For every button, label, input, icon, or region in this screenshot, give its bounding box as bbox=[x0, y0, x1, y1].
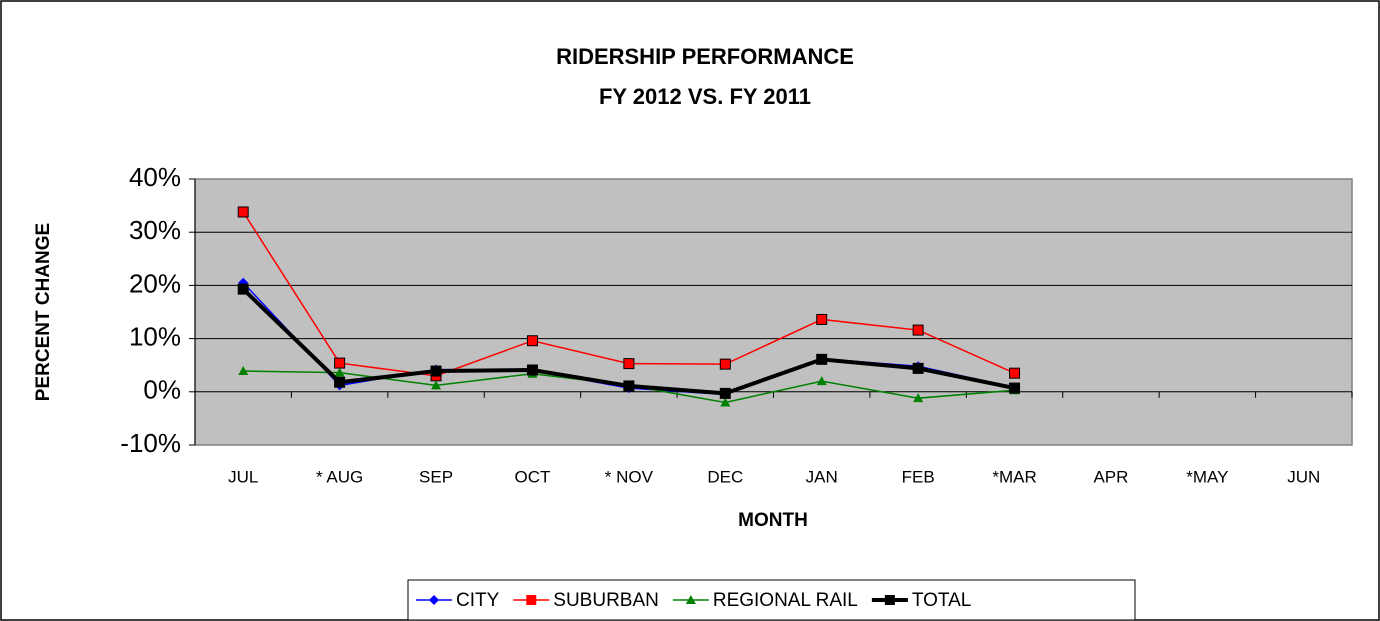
x-tick-label: *MAR bbox=[992, 467, 1036, 486]
data-point bbox=[719, 358, 731, 370]
y-axis-label: PERCENT CHANGE bbox=[33, 223, 54, 401]
x-tick-label: *MAY bbox=[1186, 467, 1228, 486]
y-tick-label: -10% bbox=[120, 428, 181, 458]
x-tick-label: SEP bbox=[419, 467, 453, 486]
legend-marker bbox=[884, 595, 895, 605]
data-point bbox=[334, 376, 346, 388]
data-point bbox=[816, 376, 827, 386]
x-tick-label: JAN bbox=[806, 467, 838, 486]
data-point bbox=[623, 358, 635, 370]
data-point bbox=[719, 387, 731, 399]
data-point bbox=[334, 357, 346, 369]
data-point bbox=[237, 206, 249, 218]
legend-label: REGIONAL RAIL bbox=[713, 590, 858, 611]
x-tick-label: JUL bbox=[228, 467, 258, 486]
data-point bbox=[526, 335, 538, 347]
x-tick-label: OCT bbox=[515, 467, 551, 486]
data-point bbox=[430, 365, 442, 377]
legend-marker bbox=[526, 595, 537, 605]
y-tick-label: 40% bbox=[129, 162, 181, 192]
data-point bbox=[237, 283, 249, 295]
data-point bbox=[334, 367, 345, 377]
data-point bbox=[816, 353, 828, 365]
legend-marker bbox=[685, 595, 696, 604]
data-point bbox=[238, 366, 249, 376]
x-axis-label: MONTH bbox=[738, 510, 808, 531]
legend-marker bbox=[429, 595, 439, 605]
data-point bbox=[1009, 382, 1021, 394]
plot-area bbox=[194, 178, 1353, 446]
data-point bbox=[720, 397, 731, 407]
x-tick-label: FEB bbox=[902, 467, 935, 486]
data-point bbox=[1009, 367, 1021, 379]
x-tick-label: * AUG bbox=[316, 467, 363, 486]
data-point bbox=[912, 362, 924, 374]
chart-title: RIDERSHIP PERFORMANCE bbox=[556, 44, 854, 69]
legend-label: SUBURBAN bbox=[553, 590, 659, 611]
y-tick-label: 0% bbox=[143, 375, 181, 405]
data-point bbox=[431, 380, 442, 390]
data-point bbox=[816, 313, 828, 325]
data-point bbox=[913, 393, 924, 403]
y-tick-label: 20% bbox=[129, 268, 181, 298]
legend-label: CITY bbox=[456, 590, 500, 611]
legend-label: TOTAL bbox=[912, 590, 971, 611]
x-tick-label: APR bbox=[1093, 467, 1128, 486]
y-tick-label: 30% bbox=[129, 215, 181, 245]
x-tick-label: * NOV bbox=[605, 467, 654, 486]
x-tick-label: JUN bbox=[1287, 467, 1320, 486]
data-point bbox=[623, 380, 635, 392]
x-tick-label: DEC bbox=[707, 467, 743, 486]
y-tick-label: 10% bbox=[129, 321, 181, 351]
chart-subtitle: FY 2012 VS. FY 2011 bbox=[599, 84, 811, 109]
data-point bbox=[526, 364, 538, 376]
data-point bbox=[912, 324, 924, 336]
